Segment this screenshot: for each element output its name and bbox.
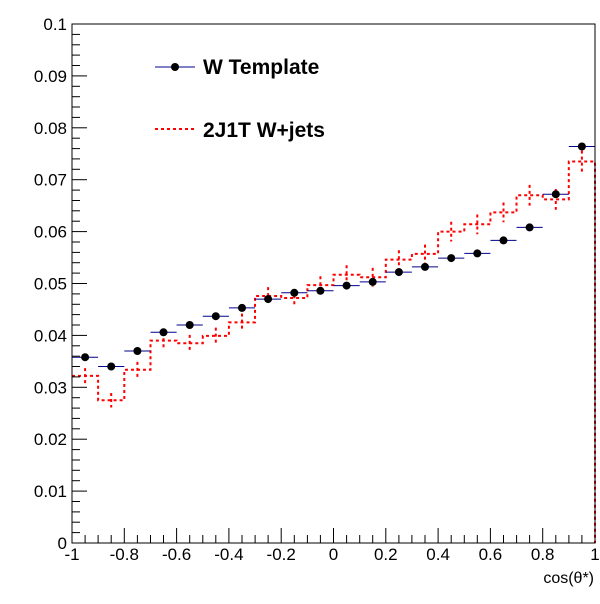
y-tick-label: 0.1	[43, 15, 67, 34]
x-tick-label: 0.2	[374, 545, 398, 564]
x-tick-label: -0.6	[162, 545, 191, 564]
plot-frame	[71, 23, 596, 544]
series-w-template-point	[185, 321, 194, 329]
series-w-template-point	[525, 223, 534, 232]
series-w-template-point	[264, 295, 273, 304]
series-w-template-point	[577, 142, 586, 151]
y-tick-label: 0.04	[34, 326, 67, 345]
y-tick-label: 0.01	[34, 482, 67, 501]
series-w-template-point	[107, 362, 116, 371]
series-w-template-point	[394, 268, 403, 277]
series-2j1t-step-line	[72, 160, 596, 543]
series-w-template-point	[81, 353, 90, 362]
series-w-template-point	[473, 249, 482, 258]
x-tick-label: 0.6	[479, 545, 503, 564]
y-tick-label: 0	[58, 534, 67, 553]
y-tick-label: 0.08	[34, 119, 67, 138]
series-w-template-point	[316, 286, 325, 295]
y-tick-label: 0.02	[34, 430, 67, 449]
legend-w-template-marker	[171, 63, 179, 71]
y-tick-label: 0.06	[34, 223, 67, 242]
series-w-template-point	[211, 312, 220, 321]
series-w-template-point	[238, 303, 246, 312]
x-tick-label: -0.2	[267, 545, 296, 564]
y-tick-label: 0.03	[34, 378, 67, 397]
series-w-template-point	[159, 328, 168, 337]
series-w-template-point	[447, 254, 456, 263]
series-w-template-point	[133, 347, 142, 355]
x-tick-label: -0.8	[110, 545, 139, 564]
series-w-template-point	[551, 190, 560, 199]
series-w-template-point	[499, 236, 508, 245]
x-tick-label: 0.8	[531, 545, 555, 564]
x-tick-label: -1	[64, 545, 79, 564]
series-w-template-point	[368, 277, 377, 286]
series-w-template-point	[342, 281, 351, 290]
series-w-template-point	[421, 262, 429, 271]
x-axis-title: cos(θ*)	[543, 570, 594, 587]
series-w-template-point	[290, 288, 299, 297]
legend-2j1t-label: 2J1T W+jets	[203, 119, 325, 142]
x-tick-label: 0	[329, 545, 338, 564]
x-tick-label: 0.4	[426, 545, 450, 564]
y-tick-label: 0.09	[34, 67, 67, 86]
y-tick-label: 0.05	[34, 275, 67, 294]
y-tick-label: 0.07	[34, 171, 67, 190]
x-tick-label: 1	[590, 545, 599, 564]
x-tick-label: -0.4	[214, 545, 243, 564]
legend-w-template-label: W Template	[203, 56, 319, 79]
